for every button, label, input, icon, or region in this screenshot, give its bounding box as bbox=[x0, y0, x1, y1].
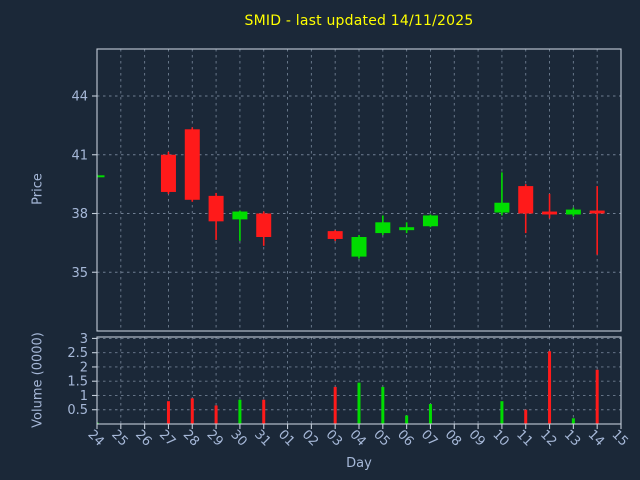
volume-bar bbox=[524, 409, 528, 424]
x-tick-label: 26 bbox=[132, 427, 154, 449]
volume-bar bbox=[238, 399, 242, 424]
volume-bar bbox=[428, 404, 432, 424]
chart-title: SMID - last updated 14/11/2025 bbox=[244, 13, 474, 29]
volume-tick-label: 3 bbox=[80, 332, 88, 347]
x-tick-label: 31 bbox=[251, 427, 273, 449]
candle-body bbox=[494, 202, 510, 213]
x-tick-label: 04 bbox=[346, 427, 368, 449]
candle-body bbox=[589, 210, 605, 214]
volume-bar bbox=[166, 401, 170, 424]
x-tick-label: 06 bbox=[394, 427, 416, 449]
volume-bar bbox=[500, 401, 504, 424]
x-tick-label: 27 bbox=[156, 427, 178, 449]
volume-tick-label: 0.5 bbox=[67, 403, 88, 418]
candle-body bbox=[97, 175, 105, 178]
x-tick-label: 14 bbox=[585, 427, 607, 449]
candles bbox=[97, 127, 605, 259]
volume-bar bbox=[381, 386, 385, 424]
price-tick-label: 44 bbox=[71, 90, 88, 105]
x-tick-label: 09 bbox=[466, 427, 488, 449]
x-tick-label: 12 bbox=[537, 427, 559, 449]
x-tick-label: 01 bbox=[275, 427, 297, 449]
tick-marks bbox=[92, 95, 622, 429]
candle-body bbox=[160, 154, 176, 192]
plot-border bbox=[96, 48, 622, 332]
volume-tick-label: 2.5 bbox=[67, 346, 88, 361]
x-tick-label: 15 bbox=[608, 427, 630, 449]
x-tick-label: 08 bbox=[442, 427, 464, 449]
volume-bar bbox=[595, 369, 599, 424]
x-tick-label: 03 bbox=[323, 427, 345, 449]
x-tick-label: 30 bbox=[227, 427, 249, 449]
candle-body bbox=[208, 195, 224, 222]
candle-body bbox=[184, 129, 200, 200]
price-tick-label: 35 bbox=[71, 266, 88, 281]
candle-body bbox=[232, 211, 248, 220]
volume-tick-label: 1 bbox=[80, 389, 88, 404]
volume-bars bbox=[97, 351, 599, 424]
x-tick-label: 11 bbox=[513, 427, 535, 449]
volume-tick-label: 1.5 bbox=[67, 375, 88, 390]
x-tick-label: 29 bbox=[204, 427, 226, 449]
price-tick-label: 38 bbox=[71, 207, 88, 222]
day-axis-label: Day bbox=[346, 456, 372, 471]
x-tick-label: 13 bbox=[561, 427, 583, 449]
x-tick-label: 02 bbox=[299, 427, 321, 449]
x-tick-label: 05 bbox=[370, 427, 392, 449]
x-tick-label: 07 bbox=[418, 427, 440, 449]
x-tick-label: 25 bbox=[108, 427, 130, 449]
volume-bar bbox=[190, 398, 194, 424]
volume-bar bbox=[262, 399, 266, 424]
candle-body bbox=[565, 209, 581, 215]
volume-bar bbox=[333, 386, 337, 424]
volume-bar bbox=[214, 405, 218, 424]
candle-body bbox=[327, 231, 343, 239]
x-tick-label: 24 bbox=[84, 427, 106, 449]
candle-body bbox=[542, 211, 558, 215]
volume-bar bbox=[571, 418, 575, 424]
candle-body bbox=[399, 227, 415, 231]
volume-tick-label: 2 bbox=[80, 360, 88, 375]
candle-body bbox=[518, 186, 534, 214]
candle-body bbox=[351, 237, 367, 257]
volume-bar bbox=[405, 415, 409, 424]
x-tick-label: 10 bbox=[489, 427, 511, 449]
volume-bar bbox=[357, 382, 361, 424]
price-tick-label: 41 bbox=[71, 148, 88, 163]
candle-body bbox=[422, 215, 438, 227]
x-tick-label: 28 bbox=[180, 427, 202, 449]
candle-body bbox=[375, 222, 391, 234]
volume-bar bbox=[548, 351, 552, 424]
candle-body bbox=[256, 213, 272, 237]
volume-bar bbox=[97, 422, 99, 424]
